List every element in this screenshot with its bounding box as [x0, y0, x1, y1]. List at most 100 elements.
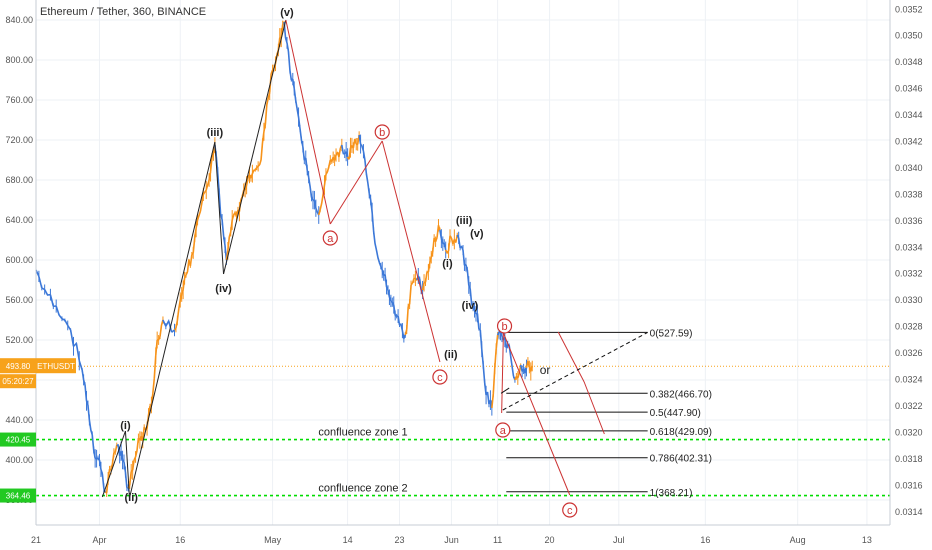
grid: [35, 0, 890, 525]
price-segment: [469, 288, 473, 305]
right-tick-label: 0.0344: [895, 110, 923, 120]
wave-label-3: (iv): [215, 283, 232, 295]
price-segment: [258, 159, 262, 166]
right-tick-label: 0.0316: [895, 480, 923, 490]
price-series: [35, 20, 534, 497]
price-segment: [152, 378, 156, 394]
confluence-tag-bg-1: [0, 432, 36, 447]
y-tick-label: 600.00: [5, 255, 33, 265]
wave-label-8: (i): [442, 258, 453, 270]
axes: 360.00400.00440.00480.00520.00560.00600.…: [5, 0, 923, 545]
x-tick-label: May: [264, 535, 282, 545]
fib-label-2: 0.5(447.90): [650, 408, 701, 419]
price-segment: [196, 210, 202, 221]
wave-label-circle-14: [495, 422, 511, 438]
last-price-tag-bg: [0, 358, 36, 374]
price-segment: [134, 450, 138, 458]
wave-label-14: a: [500, 425, 507, 437]
right-tick-label: 0.0324: [895, 375, 923, 385]
wave-label-9: (ii): [444, 349, 458, 361]
right-tick-label: 0.0314: [895, 507, 923, 517]
price-segment: [227, 236, 231, 251]
countdown-tag-bg: [0, 374, 36, 389]
correction-line-4: [502, 332, 571, 496]
right-tick-label: 0.0326: [895, 348, 923, 358]
x-tick-label: Aug: [790, 535, 806, 545]
x-tick-label: 16: [175, 535, 185, 545]
price-segment: [307, 176, 311, 187]
right-tick-label: 0.0352: [895, 4, 923, 14]
right-tick-label: 0.0332: [895, 269, 923, 279]
x-tick-label: 13: [862, 535, 872, 545]
y-tick-label: 800.00: [5, 55, 33, 65]
fib-label-5: 1(368.21): [650, 488, 693, 499]
wave-lines[interactable]: [101, 19, 648, 499]
right-tick-label: 0.0328: [895, 322, 923, 332]
wave-label-7: c: [437, 372, 443, 384]
right-tick-label: 0.0346: [895, 84, 923, 94]
impulse-line-0: [101, 430, 126, 498]
price-segment: [131, 459, 135, 471]
y-tick-label: 560.00: [5, 295, 33, 305]
wave-label-10: (iii): [456, 215, 473, 227]
price-segment: [55, 305, 60, 316]
fibonacci-retracement[interactable]: 0(527.59) 0.382(466.70) 0.5(447.90) 0.618(4…: [506, 328, 712, 499]
price-segment: [159, 325, 163, 337]
right-tick-label: 0.0318: [895, 454, 923, 464]
price-segment: [365, 173, 369, 183]
wave-label-4: (v): [280, 7, 294, 19]
correction-line-2: [381, 140, 441, 363]
right-tick-label: 0.0350: [895, 31, 923, 41]
wave-label-6: b: [379, 127, 385, 139]
y-tick-label: 720.00: [5, 135, 33, 145]
x-tick-label: 14: [343, 535, 353, 545]
y-tick-label: 680.00: [5, 175, 33, 185]
last-price-tag: 493.80: [6, 362, 31, 371]
wave-label-circle-7: [432, 369, 448, 385]
x-tick-label: 20: [545, 535, 555, 545]
wave-label-2: (iii): [207, 127, 224, 139]
price-segment: [289, 69, 293, 81]
chart-title: Ethereum / Tether, 360, BINANCE: [40, 6, 207, 18]
impulse-line-4: [223, 19, 287, 275]
price-segment: [338, 147, 342, 158]
symbol-tag: ETHUSDT: [37, 362, 75, 371]
price-segment: [88, 419, 92, 430]
price-segment: [375, 249, 379, 258]
wave-label-circle-6: [374, 124, 390, 140]
price-segment: [150, 393, 154, 406]
wave-label-circle-5: [322, 230, 338, 246]
confluence-label-2: confluence zone 2: [318, 483, 407, 495]
price-segment: [372, 230, 376, 244]
wave-label-13: b: [501, 321, 507, 333]
price-segment: [176, 308, 180, 321]
wave-label-5: a: [327, 233, 334, 245]
price-segment: [517, 373, 521, 379]
confluence-tag-1: 420.45: [6, 436, 31, 445]
price-segment: [449, 235, 453, 239]
impulse-line-3: [214, 141, 225, 275]
right-tick-label: 0.0330: [895, 295, 923, 305]
correction-line-1: [329, 140, 383, 225]
confluence-zones: confluence zone 1 confluence zone 2: [36, 427, 890, 497]
x-tick-label: Apr: [92, 535, 106, 545]
channel-solid-line: [500, 387, 510, 394]
channel-dashed-line: [502, 331, 648, 411]
x-tick-label: 21: [31, 535, 41, 545]
correction-line-6: [583, 381, 605, 435]
wave-label-12: (v): [470, 228, 484, 240]
confluence-label-1: confluence zone 1: [318, 427, 407, 439]
wave-label-1: (ii): [124, 492, 138, 504]
price-segment: [319, 203, 323, 210]
impulse-line-2: [128, 141, 216, 499]
wave-label-15: c: [567, 505, 573, 517]
confluence-tag-bg-2: [0, 488, 36, 503]
countdown-tag: 05:20:27: [2, 377, 34, 386]
impulse-line-1: [124, 430, 130, 499]
price-segment: [405, 306, 409, 330]
wave-label-11: (iv): [462, 300, 479, 312]
fib-label-0: 0(527.59): [650, 328, 693, 339]
price-segment: [341, 144, 345, 154]
